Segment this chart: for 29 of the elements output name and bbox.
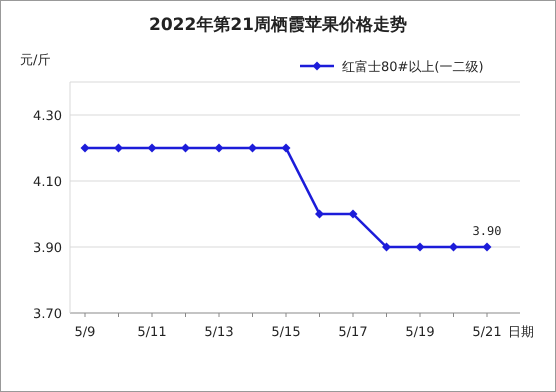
- point: [148, 144, 156, 152]
- point: [315, 210, 324, 218]
- point: [449, 242, 458, 252]
- x-tick-label: 5/15: [271, 325, 301, 340]
- y-tick-label: 3.90: [33, 241, 62, 256]
- point: [214, 144, 224, 152]
- point: [248, 144, 257, 152]
- y-tick-label: 4.10: [33, 175, 62, 190]
- data-label: 3.90: [472, 224, 502, 238]
- y-tick-label: 3.70: [33, 307, 62, 322]
- x-tick-label: 5/17: [338, 325, 368, 340]
- y-tick-label: 4.30: [33, 109, 62, 124]
- point: [382, 242, 391, 252]
- x-axis-title: 日期: [508, 325, 534, 340]
- point: [80, 144, 90, 152]
- x-tick-label: 5/11: [137, 325, 167, 340]
- x-tick-label: 5/13: [204, 325, 234, 340]
- point: [416, 242, 424, 252]
- point: [282, 144, 290, 152]
- point: [348, 210, 358, 218]
- x-tick-label: 5/21: [472, 325, 502, 340]
- x-tick-label: 5/9: [74, 325, 96, 340]
- point: [482, 242, 492, 252]
- x-tick-label: 5/19: [405, 325, 435, 340]
- y-axis-title: 元/斤: [20, 53, 50, 68]
- point: [181, 144, 190, 152]
- point: [114, 144, 123, 152]
- chart-title: 2022年第21周栖霞苹果价格走势: [149, 15, 407, 35]
- legend-label: 红富士80#以上(一二级): [342, 59, 484, 75]
